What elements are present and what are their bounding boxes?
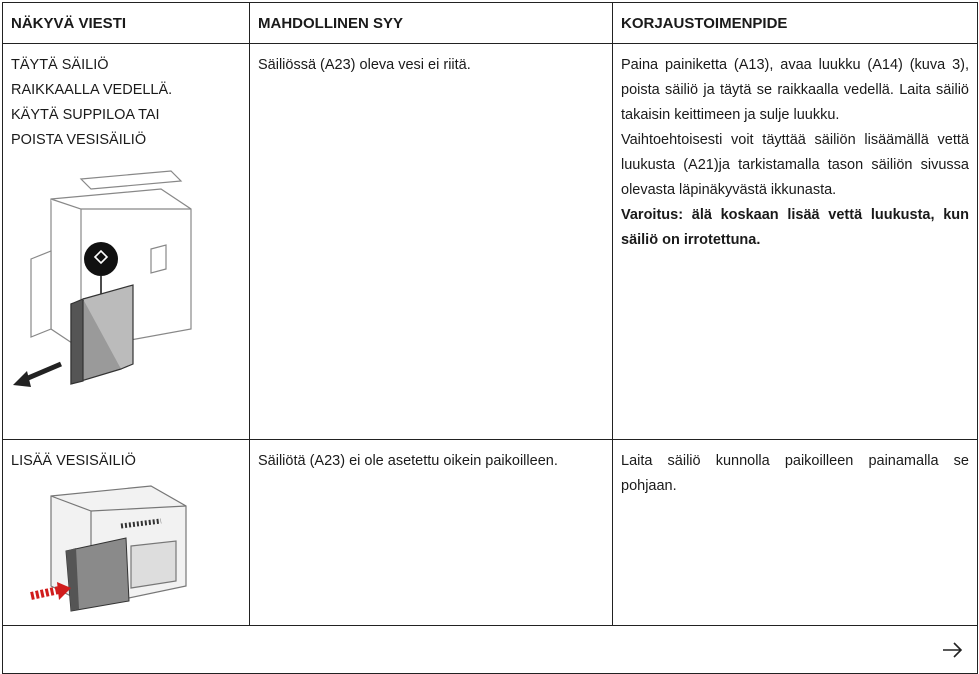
cell: LISÄÄ VESISÄILIÖ <box>2 439 250 626</box>
warning: Varoitus: älä koskaan lisää vettä luukus… <box>621 203 969 253</box>
cell: Paina painiketta (A13), avaa luukku (A14… <box>612 43 978 440</box>
cell: Säiliötä (A23) ei ole asetettu oikein pa… <box>249 439 613 626</box>
action: Laita säiliö kunnolla paikoilleen painam… <box>621 453 969 494</box>
header-row: NÄKYVÄ VIESTI MAHDOLLINEN SYY KORJAUSTOI… <box>2 2 978 44</box>
cause: Säiliötä (A23) ei ole asetettu oikein pa… <box>258 453 558 469</box>
cell: Säiliössä (A23) oleva vesi ei riitä. <box>249 43 613 440</box>
cause: Säiliössä (A23) oleva vesi ei riitä. <box>258 57 471 73</box>
header-cell: NÄKYVÄ VIESTI <box>2 2 250 44</box>
table-row: TÄYTÄ SÄILIÖ RAIKKAALLA VEDELLÄ. KÄYTÄ S… <box>2 43 978 440</box>
next-arrow <box>943 642 963 658</box>
footer-row <box>2 625 978 674</box>
message: TÄYTÄ SÄILIÖ RAIKKAALLA VEDELLÄ. KÄYTÄ S… <box>11 57 173 148</box>
cell: TÄYTÄ SÄILIÖ RAIKKAALLA VEDELLÄ. KÄYTÄ S… <box>2 43 250 440</box>
message: LISÄÄ VESISÄILIÖ <box>11 453 136 469</box>
action: Paina painiketta (A13), avaa luukku (A14… <box>621 57 969 123</box>
warning-text: Varoitus: älä koskaan lisää vettä luukus… <box>621 207 969 248</box>
action: Vaihtoehtoisesti voit täyttää säiliön li… <box>621 132 969 198</box>
header-cell: KORJAUSTOIMENPIDE <box>612 2 978 44</box>
table-row: LISÄÄ VESISÄILIÖ Säiliötä (A23) ei ole a… <box>2 439 978 626</box>
illustration-insert-tank <box>30 485 187 612</box>
header-cell: MAHDOLLINEN SYY <box>249 2 613 44</box>
illustration-fill-tank <box>13 170 192 387</box>
cell: Laita säiliö kunnolla paikoilleen painam… <box>612 439 978 626</box>
cell <box>2 625 978 674</box>
